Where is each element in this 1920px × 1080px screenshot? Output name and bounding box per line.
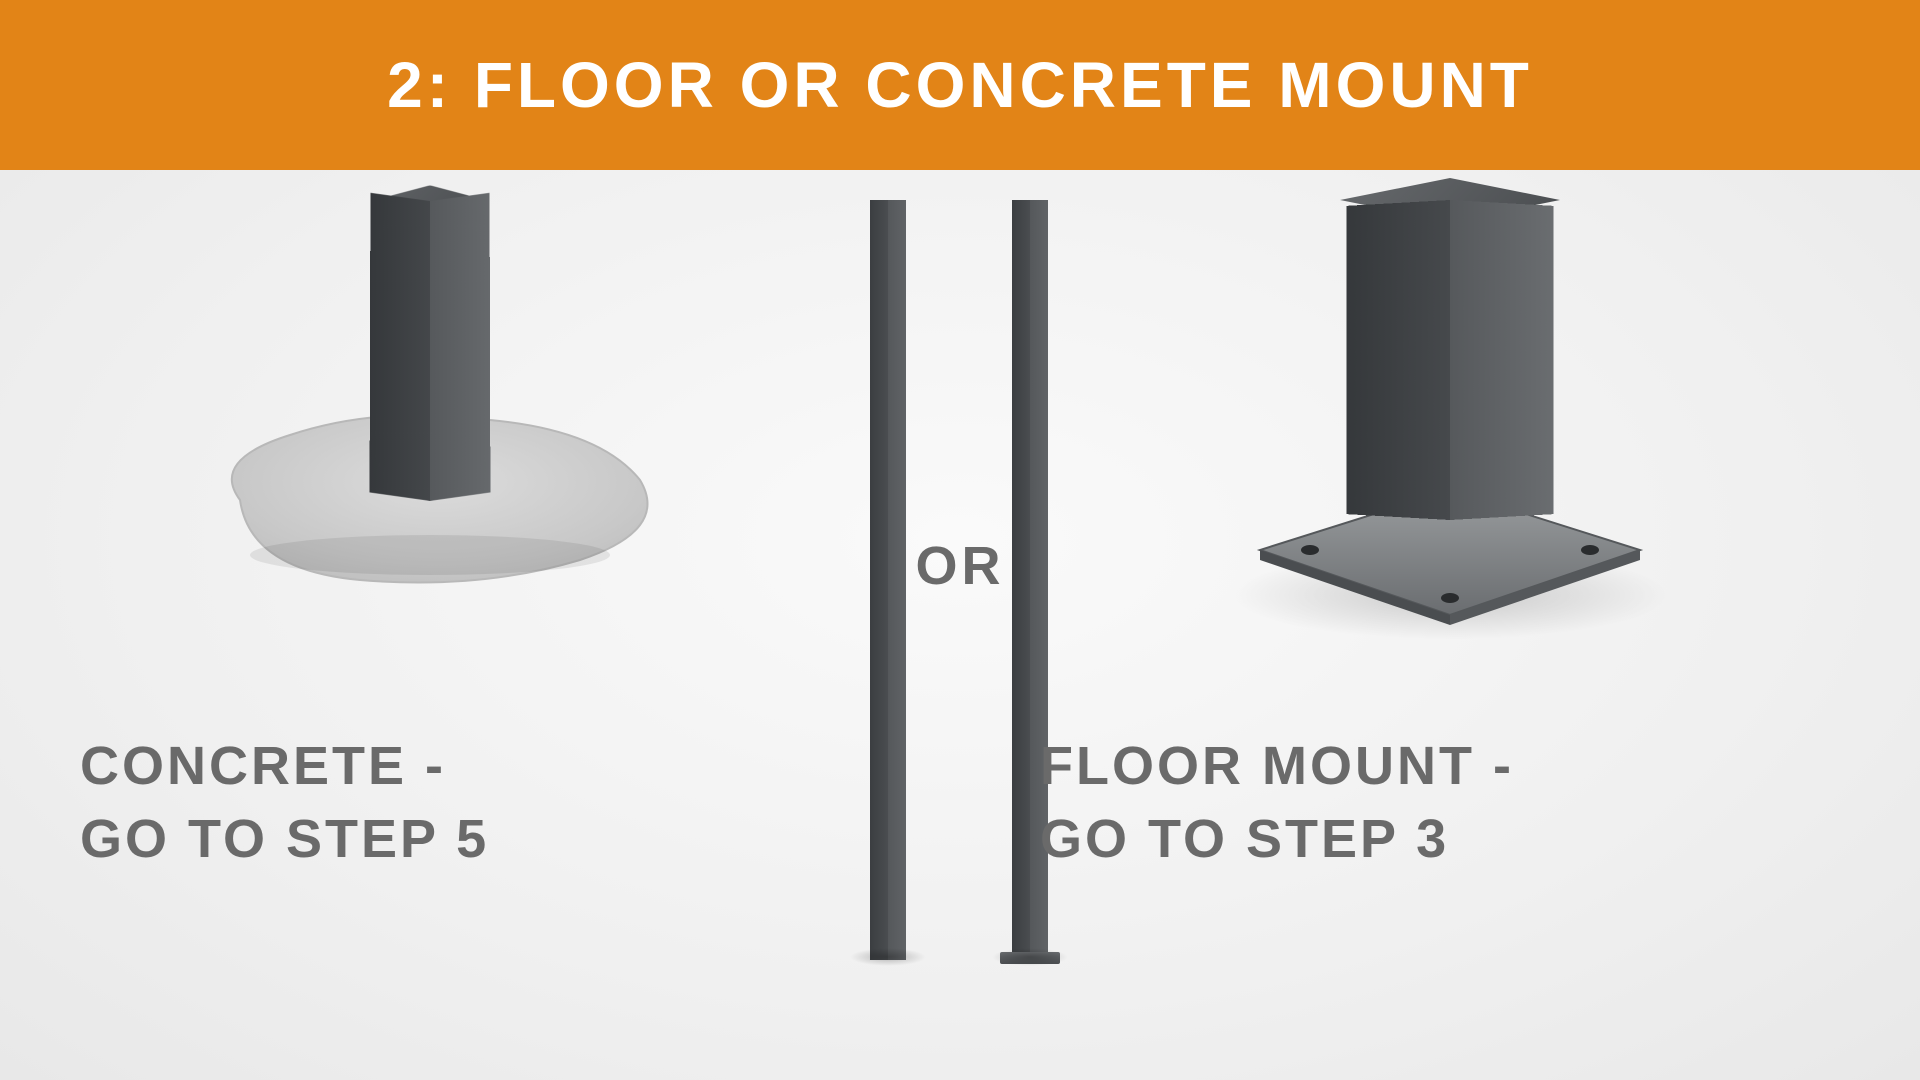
caption-line: FLOOR MOUNT - [1040,730,1840,803]
floor-mount-illustration [1040,170,1840,690]
concrete-caption: CONCRETE - GO TO STEP 5 [80,730,880,876]
floor-post-icon [1340,200,1560,560]
header-banner: 2: FLOOR OR CONCRETE MOUNT [0,0,1920,170]
floor-mount-caption: FLOOR MOUNT - GO TO STEP 3 [1040,730,1840,876]
caption-line: CONCRETE - [80,730,880,803]
option-floor-mount: FLOOR MOUNT - GO TO STEP 3 [1040,170,1840,1080]
concrete-post-icon [370,201,491,501]
or-divider-label: OR [916,535,1005,597]
caption-line: GO TO STEP 5 [80,803,880,876]
divider-post-left-icon [870,200,906,960]
caption-line: GO TO STEP 3 [1040,803,1840,876]
concrete-illustration [80,170,880,690]
option-concrete: CONCRETE - GO TO STEP 5 [80,170,880,1080]
main-content: CONCRETE - GO TO STEP 5 OR [0,170,1920,1080]
page-title: 2: FLOOR OR CONCRETE MOUNT [387,48,1533,122]
